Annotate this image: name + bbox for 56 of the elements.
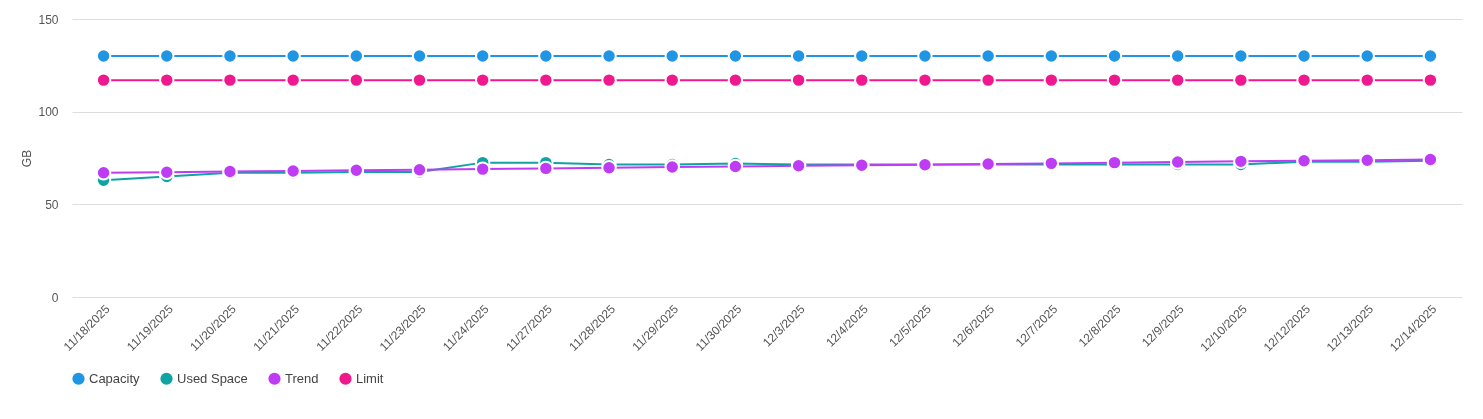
point — [222, 48, 238, 64]
point — [222, 72, 238, 88]
point — [601, 72, 617, 88]
legend-label: Capacity — [89, 370, 141, 386]
point — [1169, 48, 1186, 64]
point — [727, 72, 744, 88]
point — [285, 48, 301, 64]
point — [474, 48, 491, 64]
point — [285, 72, 301, 88]
point — [1233, 72, 1249, 88]
point — [1422, 72, 1439, 88]
point — [1233, 48, 1249, 64]
point — [1043, 48, 1060, 64]
point — [727, 48, 744, 64]
point — [854, 72, 870, 88]
point — [917, 48, 933, 64]
y-tick-label: 100 — [38, 105, 59, 120]
y-axis-title: GB — [20, 149, 35, 168]
point — [1296, 72, 1312, 88]
point — [474, 161, 491, 177]
point — [1359, 48, 1375, 64]
point — [348, 72, 365, 88]
point — [980, 72, 996, 88]
point — [1106, 72, 1123, 88]
point — [790, 72, 807, 88]
point — [917, 72, 933, 88]
point — [1106, 48, 1123, 64]
point — [538, 72, 554, 88]
point — [348, 48, 365, 64]
point — [790, 48, 807, 64]
point — [601, 48, 617, 64]
point — [411, 48, 428, 64]
point — [159, 164, 175, 180]
point — [980, 48, 996, 64]
point — [601, 160, 617, 176]
legend-label: Trend — [285, 370, 319, 386]
y-tick-label: 0 — [51, 290, 59, 305]
point — [1169, 72, 1186, 88]
point — [1359, 72, 1375, 88]
point — [474, 72, 491, 88]
point — [1043, 72, 1060, 88]
point — [664, 48, 680, 64]
legend-label: Used Space — [177, 370, 248, 386]
point — [95, 72, 112, 88]
point — [1296, 48, 1312, 64]
legend-label: Limit — [356, 370, 384, 386]
point — [664, 72, 680, 88]
point — [159, 48, 175, 64]
point — [411, 72, 428, 88]
point — [538, 48, 554, 64]
y-tick-label: 150 — [38, 12, 59, 27]
y-tick-label: 50 — [45, 197, 59, 212]
point — [95, 48, 112, 64]
point — [854, 48, 870, 64]
point — [95, 165, 112, 181]
point — [159, 72, 175, 88]
